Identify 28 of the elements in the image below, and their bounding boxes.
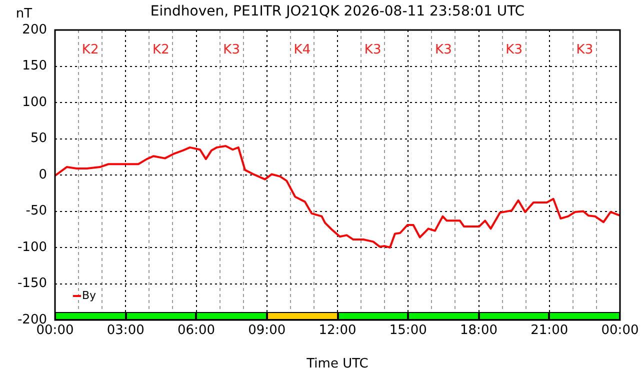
x-tick-label: 03:00 xyxy=(106,323,144,338)
x-axis-title: Time UTC xyxy=(306,356,368,372)
annotation: K3 xyxy=(364,42,382,58)
annotation: K3 xyxy=(435,42,452,58)
x-tick-label: 21:00 xyxy=(530,323,568,338)
y-tick-label: -100 xyxy=(17,240,47,255)
y-tick-label: -150 xyxy=(17,276,47,292)
x-tick-label: 09:00 xyxy=(248,323,286,338)
annotation: K3 xyxy=(506,42,522,58)
chart-title: Eindhoven, PE1ITR JO21QK 2026-08-11 23:58:01 UTC xyxy=(150,4,525,20)
x-tick-label: 18:00 xyxy=(460,323,498,338)
x-tick-label: 06:00 xyxy=(178,323,215,338)
x-tick-label: 00:00 xyxy=(601,323,639,338)
annotation: K4 xyxy=(294,42,311,58)
legend-label: By xyxy=(82,288,97,302)
y-tick-label: 0 xyxy=(38,167,47,182)
annotation: K2 xyxy=(82,42,99,58)
y-axis-title: nT xyxy=(16,6,32,22)
y-tick-label: 50 xyxy=(30,131,47,146)
annotation: K3 xyxy=(576,42,594,58)
x-tick-label: 12:00 xyxy=(318,323,356,338)
y-tick-label: 100 xyxy=(22,94,47,110)
y-tick-label: -50 xyxy=(26,204,47,219)
x-tick-label: 15:00 xyxy=(389,323,427,338)
annotation: K2 xyxy=(152,42,170,58)
y-tick-label: 200 xyxy=(22,22,47,38)
y-tick-label: 150 xyxy=(22,58,47,74)
annotation: K3 xyxy=(223,42,240,58)
